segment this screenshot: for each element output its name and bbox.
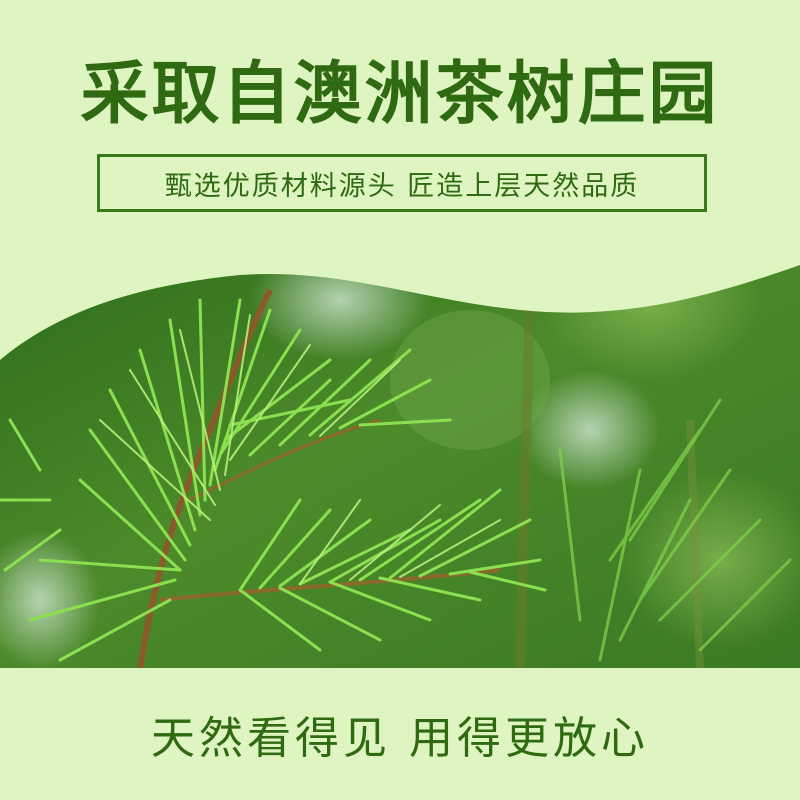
subtitle-box: 甄选优质材料源头 匠造上层天然品质 [97,154,707,212]
subtitle-text: 甄选优质材料源头 匠造上层天然品质 [164,170,640,202]
bottom-slogan: 天然看得见 用得更放心 [151,713,649,764]
headline: 采取自澳洲茶树庄园 [80,55,720,134]
